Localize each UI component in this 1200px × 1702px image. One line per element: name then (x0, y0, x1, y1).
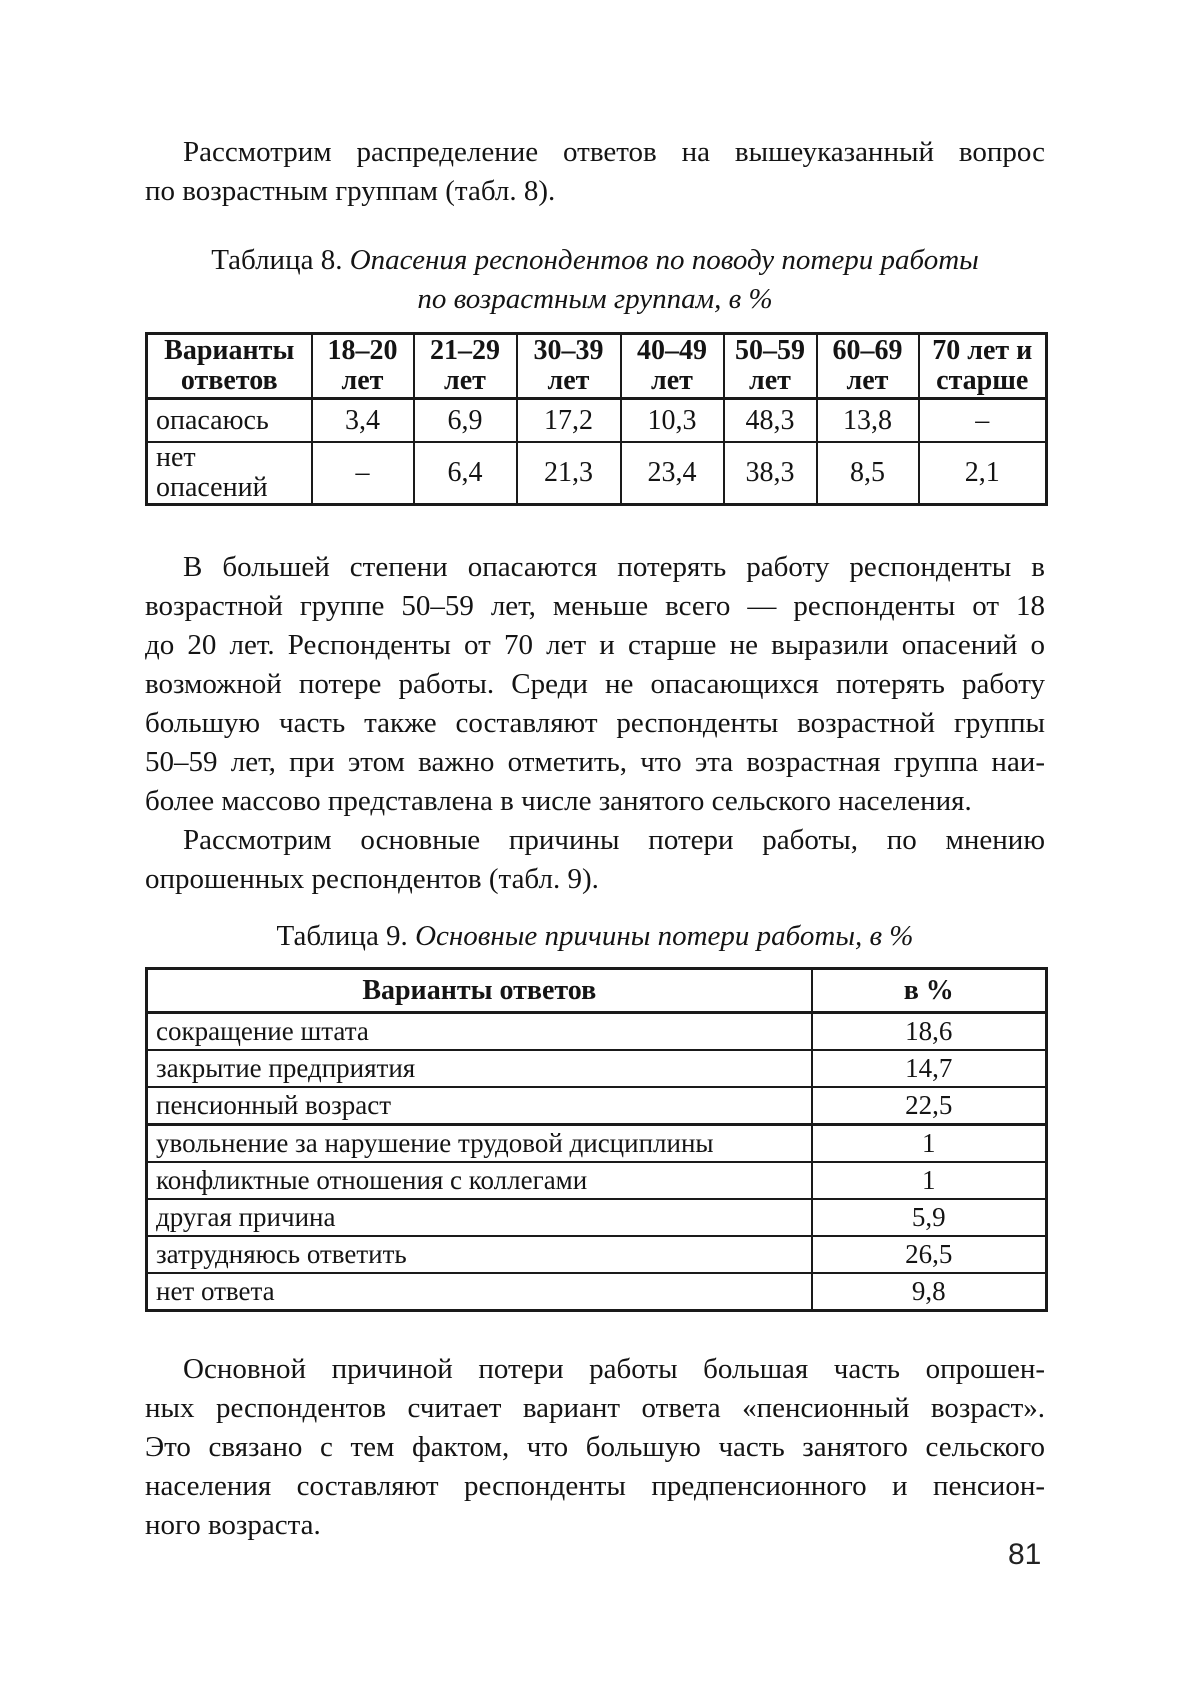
table8-header-21-29: 21–29 лет (412, 332, 518, 400)
table8-cell: 23,4 (619, 441, 725, 506)
table8-fears-by-age: Варианты ответов 18–20 лет 21–29 лет 30–39 л… (145, 332, 1048, 506)
table8-header-70plus: 70 лет и старше (917, 332, 1048, 400)
table9-row-value: 14,7 (810, 1049, 1048, 1088)
table9-row-label: увольнение за нарушение трудовой дисципл… (145, 1123, 813, 1163)
table9-row-label: затрудняюсь ответить (145, 1235, 813, 1274)
table9-row-value: 26,5 (810, 1235, 1048, 1274)
text-line: населения составляют респонденты предпен… (145, 1470, 1045, 1502)
text-line: возможной потере работы. Среди не опасаю… (145, 668, 1045, 700)
table9-row-label: сокращение штата (145, 1011, 813, 1051)
table8-cell: 10,3 (619, 397, 725, 443)
table9-job-loss-causes: Варианты ответов в % сокращение штата 18… (145, 967, 1048, 1312)
table9-row-value: 1 (810, 1161, 1048, 1200)
text-line: ного возраста. (145, 1509, 321, 1541)
text-line: Основной причиной потери работы большая … (183, 1353, 1045, 1385)
table9-row-hard-to-answer: затрудняюсь ответить 26,5 (145, 1235, 1048, 1274)
paragraph-intro: Рассмотрим распределение ответов на выше… (145, 133, 1045, 211)
table8-header-row: Варианты ответов 18–20 лет 21–29 лет 30–39 л… (145, 332, 1048, 400)
table9-caption-title: Основные причины потери работы, в % (415, 920, 914, 952)
table8-row-fear: опасаюсь 3,4 6,9 17,2 10,3 48,3 13,8 – (145, 397, 1048, 443)
table9-row-value: 18,6 (810, 1011, 1048, 1051)
table8-row-no-fear-label: нет опасений (145, 441, 313, 506)
text-line: до 20 лет. Респонденты от 70 лет и старш… (145, 629, 1045, 661)
text-line: 50–59 лет, при этом важно отметить, что … (145, 746, 1045, 778)
table8-cell: 6,4 (412, 441, 518, 506)
page-number: 81 (1008, 1538, 1042, 1571)
paragraph-conclusion: Основной причиной потери работы большая … (145, 1350, 1045, 1545)
table9-row-value: 1 (810, 1123, 1048, 1163)
table8-cell: 21,3 (515, 441, 622, 506)
table9-row-no-answer: нет ответа 9,8 (145, 1272, 1048, 1312)
table8-caption-line1: Таблица 8. Опасения респондентов по пово… (145, 241, 1045, 280)
paragraph-intro-table9: Рассмотрим основные причины потери работ… (145, 821, 1045, 899)
table9-row-label: нет ответа (145, 1272, 813, 1312)
table9-row-staff-reduction: сокращение штата 18,6 (145, 1011, 1048, 1051)
table8-header-30-39: 30–39 лет (515, 332, 622, 400)
table9-row-discipline-violation: увольнение за нарушение трудовой дисципл… (145, 1123, 1048, 1163)
table8-header-60-69: 60–69 лет (815, 332, 920, 400)
table8-cell: 2,1 (917, 441, 1048, 506)
table8-cell: 8,5 (815, 441, 920, 506)
table9-row-enterprise-closure: закрытие предприятия 14,7 (145, 1049, 1048, 1088)
text-line: Рассмотрим распределение ответов на выше… (183, 136, 1045, 168)
text-line: Рассмотрим основные причины потери работ… (183, 824, 1045, 856)
table8-caption-line2: по возрастным группам, в % (417, 283, 773, 315)
table9-caption-label: Таблица 9. (276, 920, 408, 952)
text-line: ных респондентов считает вариант ответа … (145, 1392, 1045, 1424)
table8-cell: 6,9 (412, 397, 518, 443)
table9-row-label: закрытие предприятия (145, 1049, 813, 1088)
table9-row-label: другая причина (145, 1198, 813, 1237)
table8-caption-label: Таблица 8. (211, 244, 343, 276)
table8-caption-title: Опасения респондентов по поводу потери р… (349, 244, 979, 276)
table9-row-value: 9,8 (810, 1272, 1048, 1312)
table8-header-40-49: 40–49 лет (619, 332, 725, 400)
table9-header-row: Варианты ответов в % (145, 967, 1048, 1014)
table9-row-label: пенсионный возраст (145, 1086, 813, 1126)
table8-cell: 48,3 (722, 397, 818, 443)
text-line: более массово представлена в числе занят… (145, 785, 972, 817)
table8-row-no-fear: нет опасений – 6,4 21,3 23,4 38,3 8,5 2,… (145, 441, 1048, 506)
table8-cell: 17,2 (515, 397, 622, 443)
text-line: возрастной группе 50–59 лет, меньше всег… (145, 590, 1045, 622)
table8-header-18-20: 18–20 лет (310, 332, 415, 400)
table9-row-other-reason: другая причина 5,9 (145, 1198, 1048, 1237)
table8-header-variants: Варианты ответов (145, 332, 313, 400)
text-column: Рассмотрим распределение ответов на выше… (145, 0, 1048, 1545)
text-line: по возрастным группам (табл. 8). (145, 175, 556, 207)
table8-cell: – (310, 441, 415, 506)
table9-row-retirement-age: пенсионный возраст 22,5 (145, 1086, 1048, 1126)
table9-row-colleague-conflict: конфликтные отношения с коллегами 1 (145, 1161, 1048, 1200)
table8-header-50-59: 50–59 лет (722, 332, 818, 400)
table8-cell: 3,4 (310, 397, 415, 443)
text-line: Это связано с тем фактом, что большую ча… (145, 1431, 1045, 1463)
table9-row-value: 22,5 (810, 1086, 1048, 1126)
text-line: В большей степени опасаются потерять раб… (183, 551, 1045, 583)
table8-cell: – (917, 397, 1048, 443)
paragraph-analysis-table8: В большей степени опасаются потерять раб… (145, 548, 1045, 821)
table9-header-variants: Варианты ответов (145, 967, 813, 1014)
text-line: большую часть также составляют респонден… (145, 707, 1045, 739)
table9-caption: Таблица 9. Основные причины потери работ… (145, 917, 1045, 956)
table9-row-value: 5,9 (810, 1198, 1048, 1237)
table9-row-label: конфликтные отношения с коллегами (145, 1161, 813, 1200)
table9-header-percent: в % (810, 967, 1048, 1014)
table8-caption: Таблица 8. Опасения респондентов по пово… (145, 241, 1045, 319)
table8-cell: 13,8 (815, 397, 920, 443)
text-line: опрошенных респондентов (табл. 9). (145, 863, 599, 895)
table8-row-fear-label: опасаюсь (145, 397, 313, 443)
table8-cell: 38,3 (722, 441, 818, 506)
